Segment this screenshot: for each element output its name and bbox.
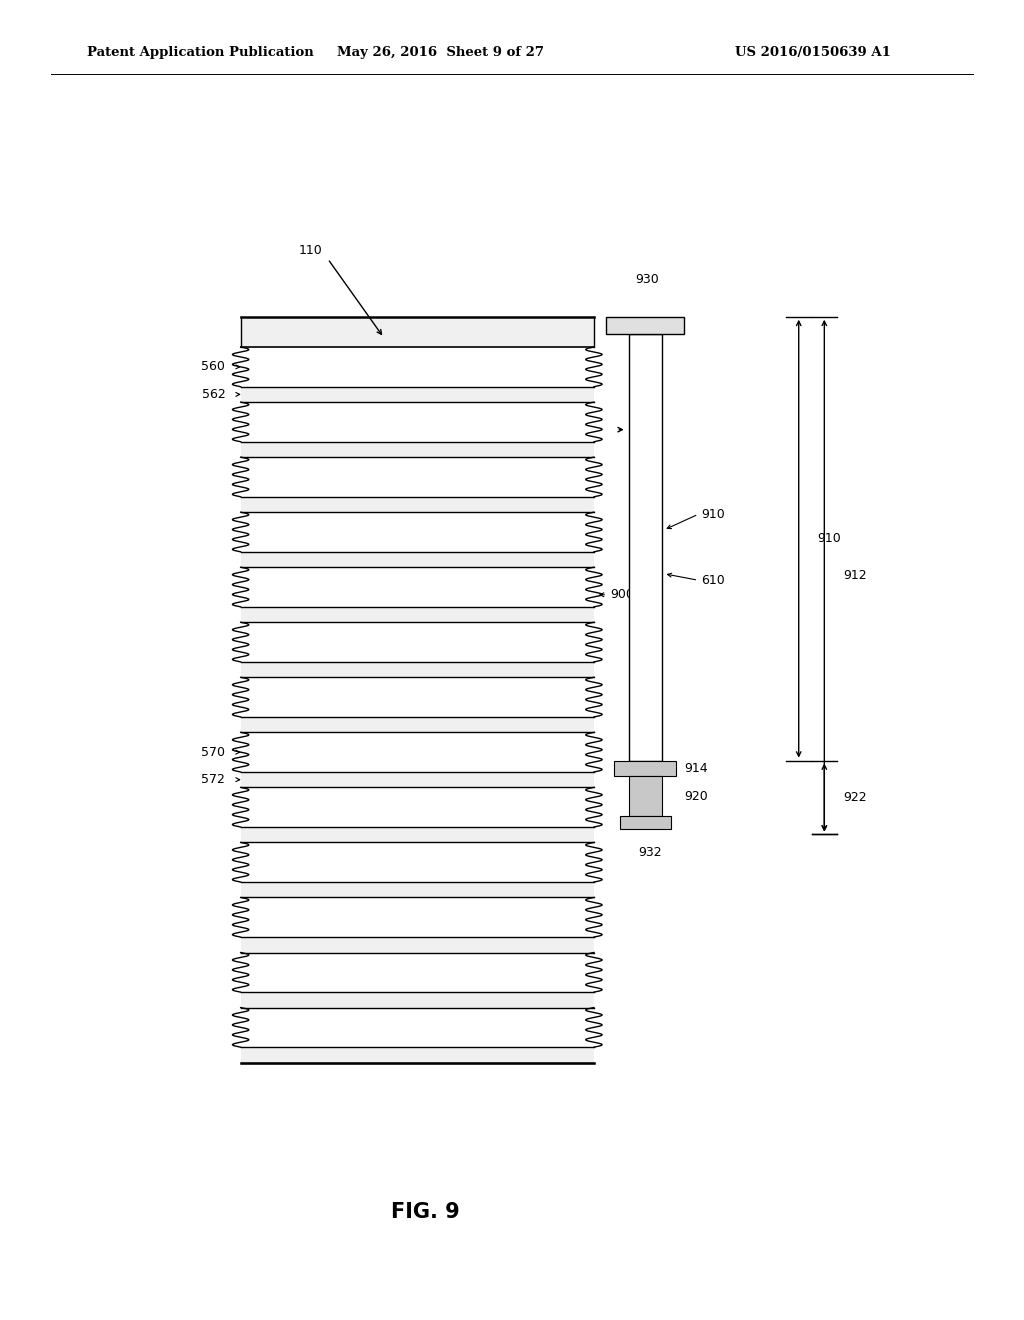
Bar [241, 772, 594, 788]
Text: May 26, 2016  Sheet 9 of 27: May 26, 2016 Sheet 9 of 27 [337, 46, 544, 59]
Bar [614, 760, 676, 776]
Bar [241, 882, 594, 898]
Bar [606, 317, 684, 334]
Bar [241, 317, 594, 347]
Bar [241, 993, 594, 1007]
Text: 910: 910 [817, 532, 841, 545]
Text: 932: 932 [638, 846, 663, 859]
Bar [241, 607, 594, 622]
Bar [620, 816, 671, 829]
Text: US 2016/0150639 A1: US 2016/0150639 A1 [735, 46, 891, 59]
Text: 914: 914 [684, 762, 708, 775]
Text: 912: 912 [843, 569, 866, 582]
Bar [241, 496, 594, 512]
Text: 562: 562 [202, 388, 225, 401]
Text: 560: 560 [202, 360, 225, 374]
Bar [241, 937, 594, 953]
Bar [241, 442, 594, 457]
Bar [241, 387, 594, 403]
Bar [241, 828, 594, 842]
Text: 110: 110 [298, 244, 323, 257]
Bar [629, 334, 662, 760]
Bar [241, 552, 594, 568]
Text: 610: 610 [701, 574, 725, 587]
Text: 930: 930 [635, 273, 659, 286]
Bar [241, 717, 594, 733]
Text: 570: 570 [202, 746, 225, 759]
Text: FIG. 9: FIG. 9 [390, 1201, 460, 1222]
Text: 922: 922 [843, 791, 866, 804]
Text: 920: 920 [684, 789, 708, 803]
Text: 900: 900 [610, 589, 634, 601]
Text: 910: 910 [701, 508, 725, 521]
Bar [241, 661, 594, 677]
Text: 572: 572 [202, 774, 225, 787]
Bar [241, 1047, 594, 1063]
Text: Patent Application Publication: Patent Application Publication [87, 46, 313, 59]
Bar [629, 776, 662, 816]
